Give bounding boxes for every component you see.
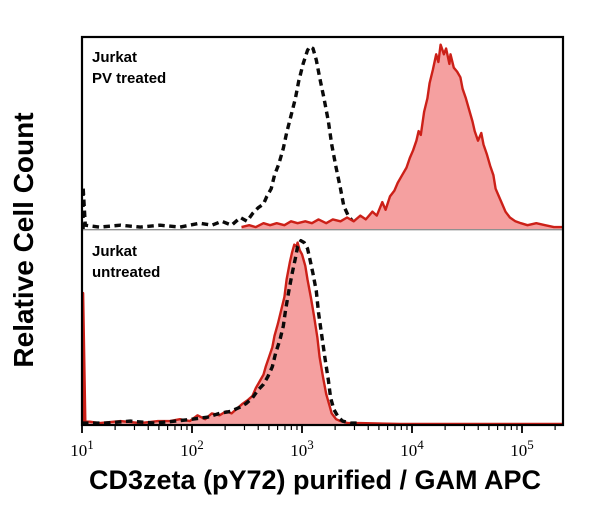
annotation-line: Jurkat: [92, 243, 138, 260]
svg-text:104: 104: [400, 437, 424, 460]
panel-annotation-untreated: Jurkat untreated: [92, 241, 160, 283]
svg-text:103: 103: [290, 437, 314, 460]
x-axis-label: CD3zeta (pY72) purified / GAM APC: [88, 465, 542, 495]
annotation-line: untreated: [92, 264, 161, 281]
y-axis-label: Relative Cell Count: [8, 112, 39, 368]
panel-annotation-pv-treated: Jurkat PV treated: [92, 47, 166, 89]
annotation-line: PV treated: [92, 70, 167, 87]
svg-text:101: 101: [70, 437, 94, 460]
svg-text:102: 102: [180, 437, 204, 460]
svg-text:105: 105: [510, 437, 534, 460]
annotation-line: Jurkat: [92, 49, 138, 66]
